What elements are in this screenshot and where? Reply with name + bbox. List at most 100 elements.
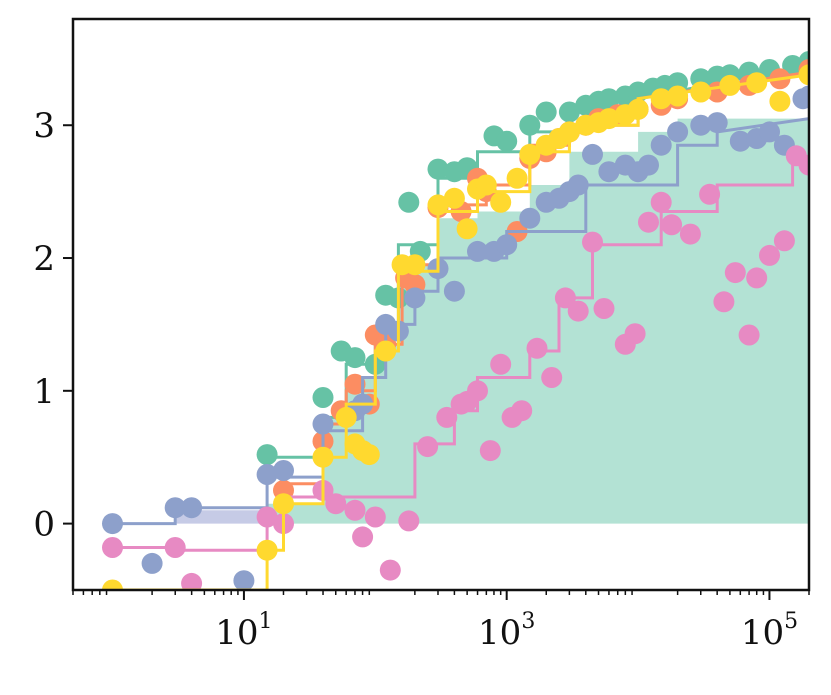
series-3-point	[773, 230, 795, 252]
series-3-point	[661, 214, 683, 236]
series-3-point	[554, 287, 576, 309]
series-3-point	[679, 223, 701, 245]
series-group	[102, 51, 809, 590]
series-3	[102, 145, 809, 590]
series-2-point	[233, 570, 255, 590]
series-3-point	[724, 262, 746, 284]
axes: 101 103 105 0 1 2 3	[33, 106, 810, 653]
series-2-point	[181, 497, 203, 519]
series-3-point	[650, 191, 672, 213]
series-4-point	[690, 81, 712, 103]
series-2-point	[567, 174, 589, 196]
series-4-point	[519, 143, 541, 165]
series-4-point	[719, 74, 741, 96]
series-4-point	[312, 446, 334, 468]
series-3-point	[344, 499, 366, 521]
series-2	[102, 85, 809, 590]
series-3-point	[526, 337, 548, 359]
series-3-point	[738, 324, 760, 346]
series-3-point	[759, 244, 780, 266]
series-3-point	[364, 506, 386, 528]
series-3-point	[479, 440, 501, 462]
series-2-point	[798, 85, 809, 107]
series-2-point	[598, 161, 620, 183]
series-4-point	[427, 194, 449, 216]
series-4-point	[650, 88, 672, 110]
series-3-point	[593, 298, 615, 319]
series-0-point	[598, 88, 620, 110]
series-2-point	[312, 413, 334, 435]
series-2-point	[404, 287, 426, 309]
series-2-point	[759, 121, 780, 143]
series-0-point	[782, 55, 804, 76]
series-4-point	[769, 90, 791, 112]
series-4-point	[456, 218, 478, 240]
series-4-point	[404, 254, 426, 276]
series-3-point	[746, 267, 768, 289]
series-4-point	[506, 167, 528, 189]
series-2-point	[496, 234, 518, 256]
series-4-point	[490, 191, 512, 213]
series-2-point	[582, 143, 603, 165]
series-4-point	[627, 98, 649, 120]
series-3-point	[352, 526, 374, 548]
series-0-point	[344, 347, 366, 369]
series-4-point	[598, 108, 620, 130]
series-0-point	[427, 158, 449, 180]
series-3-point	[582, 231, 603, 253]
x-tick-label: 105	[741, 609, 798, 653]
series-4-point	[375, 340, 397, 362]
series-3-point	[181, 572, 203, 590]
series-3-point	[379, 559, 401, 581]
series-4-point	[746, 72, 768, 94]
series-3-point	[417, 436, 439, 458]
series-4-point	[443, 187, 465, 209]
series-0-point	[496, 130, 518, 152]
series-2-point	[519, 207, 541, 229]
series-4-step-line	[111, 73, 809, 590]
series-3-point	[541, 367, 563, 388]
series-3-point	[325, 493, 347, 515]
series-3-point	[798, 154, 809, 176]
series-4-point	[102, 579, 123, 590]
series-3-point	[436, 406, 458, 428]
series-3-point	[164, 537, 186, 558]
series-4-point	[358, 444, 380, 466]
series-0-point	[519, 114, 541, 136]
series-4-point	[667, 85, 689, 107]
series-2-point	[729, 130, 751, 152]
series-2-point	[667, 121, 689, 143]
y-tick-label: 1	[33, 372, 55, 412]
series-4-point	[475, 174, 497, 196]
series-4-point	[558, 121, 580, 143]
series-3-point	[102, 537, 123, 558]
series-3-point	[511, 400, 533, 422]
plot-frame	[71, 17, 811, 592]
series-1-point	[344, 373, 366, 395]
series-4	[102, 64, 809, 590]
series-3-point	[490, 353, 512, 375]
series-2-point	[141, 552, 163, 574]
series-0-point	[535, 101, 557, 123]
y-tick-label: 2	[33, 239, 55, 279]
series-3-point	[398, 510, 420, 532]
series-3-point	[624, 323, 646, 345]
series-4-point	[273, 493, 294, 515]
series-3-point	[713, 291, 735, 313]
y-tick-label: 3	[33, 106, 55, 146]
series-2-point	[638, 154, 659, 176]
series-4-point	[335, 406, 357, 428]
series-3-point	[567, 300, 589, 322]
series-2-point	[164, 497, 186, 519]
x-tick-label: 101	[215, 609, 272, 653]
series-3-point	[467, 380, 488, 402]
series-3-point	[699, 183, 721, 205]
series-2-point	[467, 240, 488, 262]
series-2-point	[273, 460, 294, 481]
series-0-point	[256, 444, 278, 466]
series-4-point	[798, 64, 809, 86]
x-tick-label: 103	[478, 609, 535, 653]
series-2-point	[256, 464, 278, 485]
series-2-point	[690, 114, 712, 136]
